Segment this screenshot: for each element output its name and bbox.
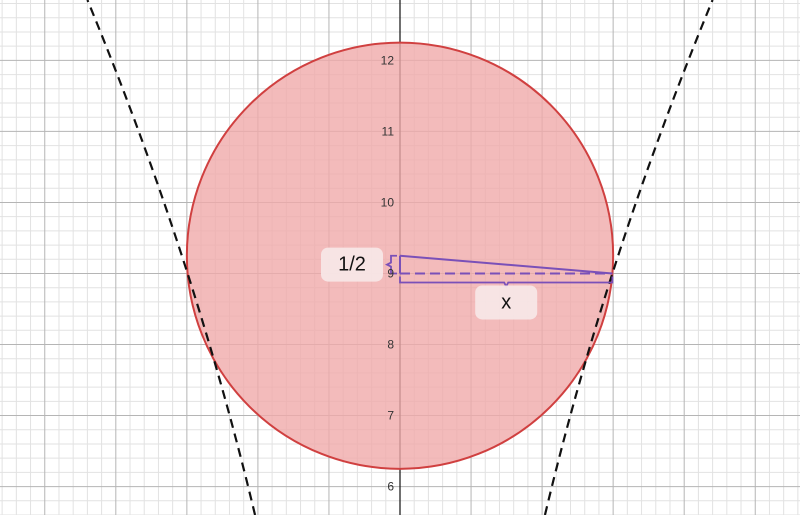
height-brace xyxy=(384,254,397,275)
y-tick-label: 7 xyxy=(387,409,394,423)
y-tick-label: 6 xyxy=(387,480,394,494)
half-label-tag: 1/2 xyxy=(321,247,383,282)
triangle-hypotenuse xyxy=(399,254,613,275)
x-label-background xyxy=(475,285,538,320)
y-tick-label: 10 xyxy=(381,195,395,209)
y-tick-label: 11 xyxy=(382,124,395,138)
y-axis-tick-labels: 6 7 8 9 10 11 12 xyxy=(381,53,395,493)
half-label-text: 1/2 xyxy=(338,254,366,276)
half-label-background xyxy=(321,247,383,282)
x-label-tag: x xyxy=(475,285,538,320)
y-tick-label: 9 xyxy=(387,266,394,280)
y-tick-label: 8 xyxy=(387,338,394,352)
labels-layer: 1/2 x xyxy=(321,247,538,320)
y-tick-label: 12 xyxy=(381,53,395,67)
x-label-text: x xyxy=(501,291,511,313)
